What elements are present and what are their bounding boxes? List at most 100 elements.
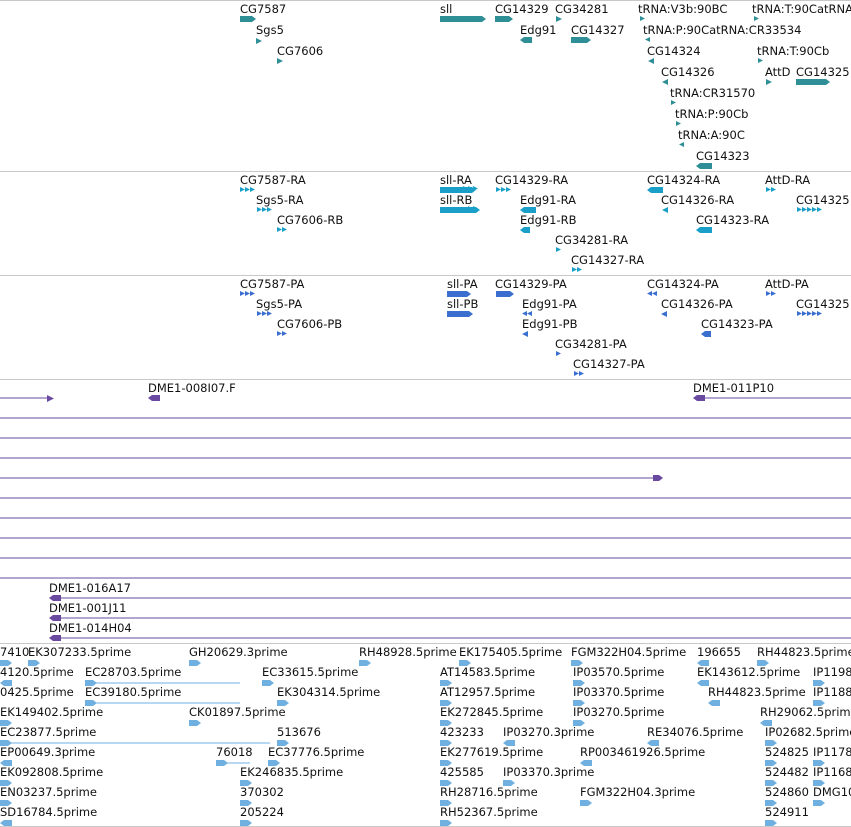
est-glyph[interactable] — [813, 760, 825, 766]
bac-glyph[interactable] — [693, 395, 705, 401]
est-glyph[interactable] — [503, 780, 515, 786]
est-glyph[interactable] — [813, 800, 825, 806]
est-glyph[interactable] — [440, 820, 452, 826]
gene-label[interactable]: CG34281 — [555, 2, 609, 16]
est-label[interactable]: RE34076.5prime — [647, 725, 744, 739]
est-label[interactable]: AT12957.5prime — [440, 685, 536, 699]
est-label[interactable]: RH44823.5prime — [757, 645, 851, 659]
est-label[interactable]: RH52367.5prime — [440, 805, 538, 819]
gene-label[interactable]: tRNA:P:90Cb — [675, 107, 749, 121]
est-label[interactable]: EP00649.3prime — [0, 745, 96, 759]
protein-glyph[interactable] — [447, 311, 473, 317]
est-glyph[interactable] — [757, 660, 769, 666]
est-glyph[interactable] — [189, 660, 201, 666]
gene-label[interactable]: CG14329 — [495, 2, 549, 16]
protein-label[interactable]: CG7587-PA — [240, 277, 305, 291]
est-label[interactable]: SD16784.5prime — [0, 805, 98, 819]
bac-glyph[interactable] — [49, 595, 61, 601]
est-label[interactable]: EK175405.5prime — [459, 645, 563, 659]
gene-glyph[interactable] — [696, 163, 712, 169]
est-glyph[interactable] — [0, 780, 12, 786]
est-label[interactable]: 524482 — [765, 765, 809, 779]
protein-label[interactable]: AttD-PA — [765, 277, 809, 291]
est-label[interactable]: CK01897.5prime — [189, 705, 286, 719]
transcript-glyph[interactable] — [520, 207, 536, 213]
transcript-glyph[interactable] — [520, 227, 530, 233]
est-glyph[interactable] — [697, 680, 709, 686]
est-glyph[interactable] — [240, 780, 252, 786]
gene-label[interactable]: tRNA:P:90CatRNA:CR33534 — [643, 23, 802, 37]
est-glyph[interactable] — [0, 800, 12, 806]
bac-label[interactable]: DME1-014H04 — [49, 621, 132, 635]
protein-label[interactable]: CG14327-PA — [573, 357, 645, 371]
est-glyph[interactable] — [813, 780, 825, 786]
est-label[interactable]: EK272845.5prime — [440, 705, 544, 719]
est-label[interactable]: EC23877.5prime — [0, 725, 97, 739]
transcript-label[interactable]: sll-RA — [440, 173, 472, 187]
est-label[interactable]: IP1168 — [813, 765, 851, 779]
transcript-label[interactable]: CG14324-RA — [647, 173, 721, 187]
est-label[interactable]: EK246835.5prime — [240, 765, 344, 779]
protein-label[interactable]: sll-PB — [447, 297, 479, 311]
protein-label[interactable]: CG14326-PA — [661, 297, 733, 311]
est-label[interactable]: FGM322H04.3prime — [580, 785, 696, 799]
protein-label[interactable]: CG14329-PA — [495, 277, 567, 291]
est-label[interactable]: RP003461926.5prime — [580, 745, 706, 759]
transcript-label[interactable]: CG34281-RA — [555, 233, 629, 247]
est-glyph[interactable] — [189, 720, 201, 726]
transcript-glyph[interactable] — [647, 187, 663, 193]
gene-glyph[interactable] — [440, 16, 486, 22]
gene-label[interactable]: Sgs5 — [256, 23, 284, 37]
est-glyph[interactable] — [573, 680, 585, 686]
est-label[interactable]: IP1198 — [813, 665, 851, 679]
protein-glyph[interactable] — [701, 331, 711, 337]
est-glyph[interactable] — [580, 800, 592, 806]
est-label[interactable]: RH29062.5prime — [760, 705, 851, 719]
est-label[interactable]: IP03570.5prime — [573, 665, 665, 679]
est-glyph[interactable] — [765, 820, 777, 826]
bac-label[interactable]: DME1-011P10 — [693, 381, 775, 395]
protein-label[interactable]: CG34281-PA — [555, 337, 627, 351]
gene-glyph[interactable] — [796, 79, 830, 85]
protein-glyph[interactable] — [447, 291, 471, 297]
transcript-label[interactable]: AttD-RA — [765, 173, 811, 187]
est-glyph[interactable] — [708, 700, 720, 706]
est-glyph[interactable] — [440, 760, 452, 766]
est-label[interactable]: 425585 — [440, 765, 484, 779]
bac-glyph[interactable] — [148, 395, 160, 401]
est-glyph[interactable] — [765, 760, 777, 766]
est-label[interactable]: 524860 — [765, 785, 809, 799]
est-glyph[interactable] — [440, 800, 452, 806]
est-label[interactable]: IP03270.3prime — [503, 725, 595, 739]
est-glyph[interactable] — [0, 820, 12, 826]
gene-label[interactable]: tRNA:T:90CatRNA:T:90CatRNA — [752, 2, 851, 16]
protein-label[interactable]: CG14324-PA — [647, 277, 719, 291]
est-glyph[interactable] — [459, 660, 471, 666]
est-label[interactable]: 524911 — [765, 805, 809, 819]
est-glyph[interactable] — [440, 780, 452, 786]
est-glyph[interactable] — [277, 740, 289, 746]
est-glyph[interactable] — [440, 720, 452, 726]
est-label[interactable]: 423233 — [440, 725, 484, 739]
est-label[interactable]: EK277619.5prime — [440, 745, 544, 759]
est-label[interactable]: EK092808.5prime — [0, 765, 104, 779]
est-glyph[interactable] — [813, 700, 825, 706]
est-label[interactable]: IP1178 — [813, 745, 851, 759]
transcript-label[interactable]: Edg91-RA — [520, 193, 577, 207]
transcript-label[interactable]: Edg91-RB — [520, 213, 577, 227]
est-glyph[interactable] — [0, 760, 12, 766]
est-glyph[interactable] — [760, 720, 772, 726]
est-label[interactable]: EK307233.5prime — [28, 645, 132, 659]
est-glyph[interactable] — [268, 760, 280, 766]
est-glyph[interactable] — [573, 700, 585, 706]
est-label[interactable]: AT14583.5prime — [440, 665, 536, 679]
est-label[interactable]: EC33615.5prime — [262, 665, 359, 679]
bac-glyph[interactable] — [49, 615, 61, 621]
est-glyph[interactable] — [440, 680, 452, 686]
est-glyph[interactable] — [240, 800, 252, 806]
est-glyph[interactable] — [503, 740, 515, 746]
transcript-label[interactable]: CG14329-RA — [495, 173, 569, 187]
est-label[interactable]: 0425.5prime — [0, 685, 74, 699]
est-glyph[interactable] — [573, 720, 585, 726]
bac-label[interactable]: DME1-016A17 — [49, 581, 131, 595]
